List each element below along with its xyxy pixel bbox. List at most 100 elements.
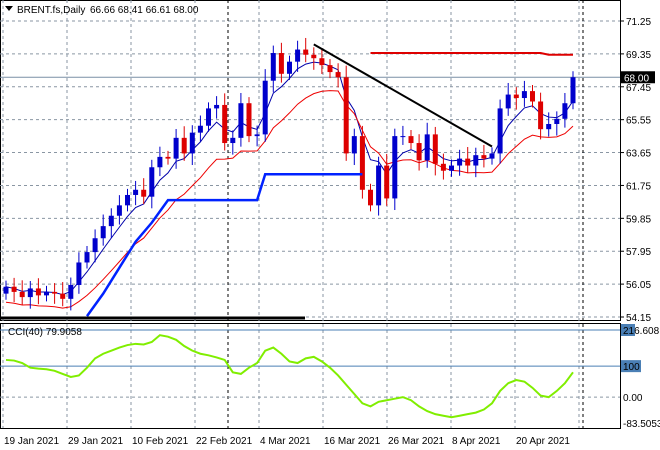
- candle-body: [449, 165, 454, 171]
- fast-ma-line: [5, 61, 574, 296]
- candle-body: [262, 80, 268, 135]
- candle-body: [432, 134, 438, 164]
- candle-body: [497, 108, 503, 154]
- candle-body: [287, 61, 292, 74]
- date-tick-label: 26 Mar 2021: [388, 436, 445, 447]
- candle-body: [343, 77, 349, 154]
- candle-body: [530, 91, 535, 102]
- candle-body: [189, 132, 195, 154]
- cci-label: CCI(40) 79.9058: [8, 327, 82, 338]
- price-tick-label: 61.75: [626, 181, 651, 192]
- candle-body: [562, 103, 568, 119]
- price-tick-label: 56.05: [626, 280, 651, 291]
- candle-body: [416, 143, 422, 161]
- candle-body: [570, 77, 576, 104]
- candle-body: [149, 167, 155, 197]
- candle-body: [278, 53, 284, 74]
- candle-body: [84, 252, 90, 263]
- price-tick-label: 69.35: [626, 50, 651, 61]
- date-tick-label: 22 Feb 2021: [196, 436, 253, 447]
- candle-body: [11, 286, 17, 292]
- price-tick-label: 67.45: [626, 83, 651, 94]
- candle-body: [473, 155, 479, 166]
- candle-body: [60, 293, 66, 299]
- candle-body: [133, 189, 139, 195]
- date-tick-label: 4 Mar 2021: [260, 436, 311, 447]
- current-price-badge: [621, 71, 655, 84]
- date-tick-label: 29 Jan 2021: [68, 436, 123, 447]
- cci-tick-label: 0.00: [623, 393, 643, 404]
- candle-body: [206, 108, 211, 126]
- cci-tick-label: -83.5053: [623, 419, 660, 430]
- candle-body: [489, 153, 495, 159]
- candle-body: [335, 72, 341, 78]
- candle-body: [125, 194, 130, 206]
- cci-pane-frame: [0, 323, 621, 429]
- candle-body: [359, 136, 365, 190]
- date-tick-label: 16 Mar 2021: [324, 436, 381, 447]
- candle-body: [270, 53, 276, 81]
- collapse-triangle-icon[interactable]: [5, 6, 13, 11]
- candle-body: [92, 238, 98, 253]
- candle-body: [303, 49, 309, 55]
- candle-body: [222, 104, 228, 144]
- candle-body: [165, 156, 171, 159]
- candle-body: [68, 284, 74, 299]
- candle-body: [108, 215, 114, 227]
- trailing-stop-line: [85, 172, 363, 317]
- price-tick-label: 65.55: [626, 116, 651, 127]
- cci-level-badge: [621, 324, 635, 336]
- candle-body: [408, 136, 414, 144]
- trendline: [313, 43, 493, 148]
- candle-body: [384, 165, 390, 199]
- candle-body: [327, 65, 333, 73]
- candle-body: [100, 226, 106, 239]
- candle-body: [400, 136, 406, 138]
- candle-body: [35, 288, 41, 296]
- candle-body: [116, 205, 122, 216]
- candle-body: [465, 158, 471, 166]
- candle-body: [319, 58, 325, 66]
- date-tick-label: 10 Feb 2021: [132, 436, 189, 447]
- candle-body: [157, 156, 163, 168]
- candle-body: [440, 163, 446, 171]
- candle-body: [481, 155, 487, 159]
- cci-level-badge: [621, 360, 641, 373]
- date-tick-label: 20 Apr 2021: [516, 436, 570, 447]
- candle-body: [197, 125, 203, 133]
- candle-body: [181, 137, 187, 154]
- candle-body: [457, 158, 463, 166]
- resistance-line: [370, 52, 573, 56]
- candle-body: [19, 291, 25, 298]
- candle-body: [295, 49, 301, 62]
- candle-body: [173, 137, 179, 159]
- ohlc-label: 66.66 68.41 66.61 68.00: [90, 5, 199, 16]
- candle-body: [76, 262, 82, 285]
- candle-body: [505, 94, 511, 109]
- candle-body: [27, 288, 33, 298]
- candle-body: [392, 136, 398, 199]
- candle-body: [246, 103, 252, 137]
- candle-body: [238, 103, 244, 138]
- price-tick-label: 59.85: [626, 214, 651, 225]
- price-tick-label: 63.65: [626, 149, 651, 160]
- candle-body: [376, 165, 382, 206]
- candle-body: [44, 291, 49, 296]
- candle-body: [351, 136, 357, 154]
- candle-body: [141, 189, 147, 197]
- candle-body: [554, 118, 560, 124]
- candle-body: [513, 94, 519, 99]
- cci-line: [5, 334, 574, 419]
- candle-body: [368, 189, 373, 206]
- price-tick-label: 54.15: [626, 313, 651, 324]
- candle-body: [546, 123, 552, 130]
- slow-ma-line: [5, 90, 574, 309]
- candle-body: [521, 91, 527, 99]
- candle-body: [424, 134, 430, 161]
- candle-body: [3, 286, 9, 294]
- candle-body: [538, 101, 544, 130]
- cci-tick-label: 100: [623, 362, 640, 373]
- candle-body: [230, 137, 236, 144]
